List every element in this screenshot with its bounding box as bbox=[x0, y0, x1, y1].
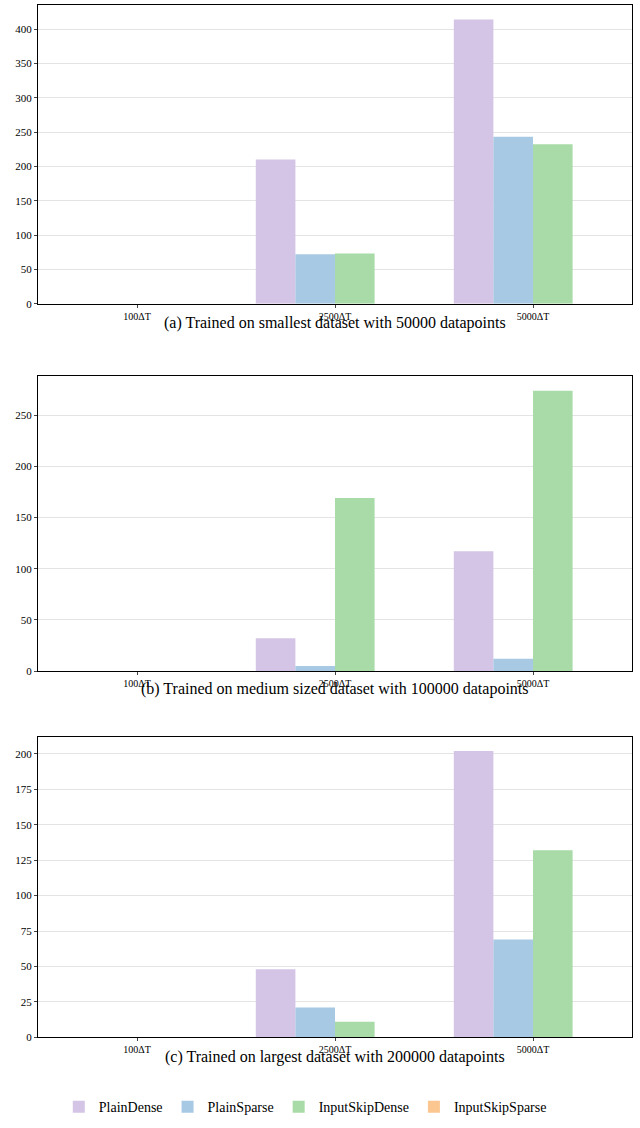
svg-text:250: 250 bbox=[15, 409, 32, 421]
svg-text:75: 75 bbox=[21, 925, 33, 937]
svg-text:(a) Trained on smallest datase: (a) Trained on smallest dataset with 500… bbox=[164, 314, 506, 332]
svg-text:5000ΔT: 5000ΔT bbox=[517, 1044, 550, 1055]
svg-text:2500ΔT: 2500ΔT bbox=[319, 1044, 352, 1055]
svg-text:PlainDense: PlainDense bbox=[99, 1100, 163, 1115]
svg-text:50: 50 bbox=[21, 263, 33, 275]
svg-text:50: 50 bbox=[21, 960, 33, 972]
svg-text:100ΔT: 100ΔT bbox=[123, 1044, 151, 1055]
svg-text:400: 400 bbox=[15, 23, 32, 35]
svg-text:100: 100 bbox=[15, 563, 32, 575]
svg-text:2500ΔT: 2500ΔT bbox=[319, 311, 352, 322]
svg-text:175: 175 bbox=[15, 783, 32, 795]
svg-text:200: 200 bbox=[15, 160, 32, 172]
svg-text:InputSkipDense: InputSkipDense bbox=[319, 1100, 409, 1115]
svg-text:(b) Trained on medium sized da: (b) Trained on medium sized dataset with… bbox=[141, 680, 529, 698]
svg-text:0: 0 bbox=[26, 298, 32, 310]
svg-text:150: 150 bbox=[15, 195, 32, 207]
svg-text:100ΔT: 100ΔT bbox=[123, 311, 151, 322]
svg-text:250: 250 bbox=[15, 126, 32, 138]
svg-text:0: 0 bbox=[26, 1031, 32, 1043]
svg-text:125: 125 bbox=[15, 854, 32, 866]
svg-text:2500ΔT: 2500ΔT bbox=[319, 678, 352, 689]
svg-text:50: 50 bbox=[21, 614, 33, 626]
svg-text:0: 0 bbox=[26, 665, 32, 677]
svg-text:300: 300 bbox=[15, 92, 32, 104]
svg-text:350: 350 bbox=[15, 57, 32, 69]
svg-text:100ΔT: 100ΔT bbox=[123, 678, 151, 689]
svg-text:200: 200 bbox=[15, 748, 32, 760]
svg-text:25: 25 bbox=[21, 996, 33, 1008]
svg-text:5000ΔT: 5000ΔT bbox=[517, 311, 550, 322]
svg-text:(c) Trained on largest dataset: (c) Trained on largest dataset with 2000… bbox=[165, 1048, 505, 1066]
svg-text:5000ΔT: 5000ΔT bbox=[517, 678, 550, 689]
svg-text:150: 150 bbox=[15, 818, 32, 830]
svg-text:PlainSparse: PlainSparse bbox=[208, 1100, 274, 1115]
svg-text:150: 150 bbox=[15, 511, 32, 523]
svg-text:100: 100 bbox=[15, 889, 32, 901]
svg-text:100: 100 bbox=[15, 229, 32, 241]
svg-text:200: 200 bbox=[15, 460, 32, 472]
svg-text:InputSkipSparse: InputSkipSparse bbox=[454, 1100, 547, 1115]
